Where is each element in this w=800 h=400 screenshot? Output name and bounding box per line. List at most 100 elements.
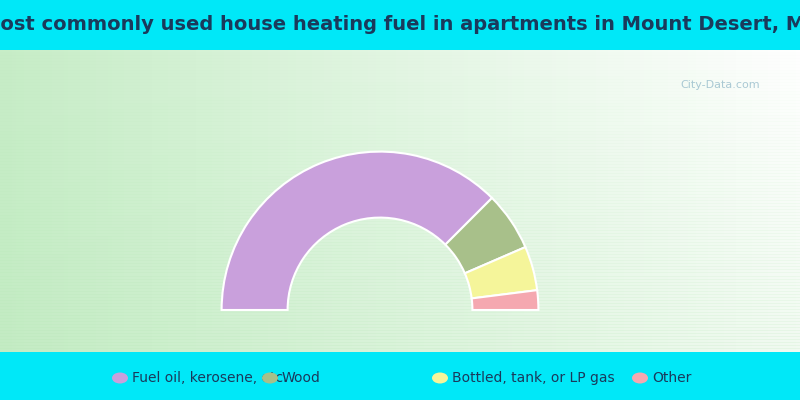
Text: City-Data.com: City-Data.com bbox=[680, 80, 760, 90]
Bar bbox=[728, 50, 733, 352]
Bar bbox=[740, 50, 745, 352]
Bar bbox=[448, 50, 453, 352]
Bar bbox=[0, 167, 800, 171]
Bar bbox=[0, 336, 800, 340]
Bar bbox=[280, 50, 285, 352]
Bar bbox=[732, 50, 737, 352]
Bar bbox=[288, 50, 293, 352]
Bar bbox=[256, 50, 261, 352]
Bar bbox=[404, 50, 409, 352]
Bar bbox=[344, 50, 349, 352]
Bar bbox=[424, 50, 429, 352]
Bar bbox=[0, 67, 800, 71]
Bar bbox=[716, 50, 721, 352]
Bar bbox=[360, 50, 365, 352]
Bar bbox=[204, 50, 209, 352]
Bar bbox=[0, 103, 800, 107]
Bar bbox=[140, 50, 145, 352]
Bar bbox=[276, 50, 281, 352]
Bar bbox=[0, 188, 800, 192]
Bar bbox=[0, 218, 800, 222]
Bar bbox=[688, 50, 693, 352]
Text: Fuel oil, kerosene, etc.: Fuel oil, kerosene, etc. bbox=[132, 371, 287, 385]
Bar bbox=[0, 300, 800, 304]
Bar bbox=[0, 342, 800, 346]
Bar bbox=[72, 50, 77, 352]
Bar bbox=[0, 236, 800, 240]
Bar bbox=[168, 50, 173, 352]
Bar bbox=[76, 50, 81, 352]
Bar bbox=[600, 50, 605, 352]
Bar bbox=[0, 266, 800, 270]
Bar bbox=[0, 239, 800, 243]
Bar bbox=[0, 146, 800, 150]
Bar bbox=[0, 224, 800, 228]
Bar bbox=[44, 50, 49, 352]
Wedge shape bbox=[472, 290, 538, 310]
Bar bbox=[712, 50, 717, 352]
Bar bbox=[172, 50, 177, 352]
Bar bbox=[0, 194, 800, 198]
Bar bbox=[0, 97, 800, 101]
Bar bbox=[236, 50, 241, 352]
Bar bbox=[296, 50, 301, 352]
Bar bbox=[0, 143, 800, 147]
Bar bbox=[208, 50, 213, 352]
Bar bbox=[752, 50, 757, 352]
Bar bbox=[0, 339, 800, 343]
Bar bbox=[0, 79, 800, 83]
Bar bbox=[504, 50, 509, 352]
Bar bbox=[340, 50, 345, 352]
Bar bbox=[540, 50, 545, 352]
Bar bbox=[112, 50, 117, 352]
Bar bbox=[184, 50, 189, 352]
Bar bbox=[0, 176, 800, 180]
Bar bbox=[96, 50, 101, 352]
Bar bbox=[440, 50, 445, 352]
Bar bbox=[0, 257, 800, 262]
Bar bbox=[240, 50, 245, 352]
Bar bbox=[0, 306, 800, 310]
Bar bbox=[588, 50, 593, 352]
Bar bbox=[0, 330, 800, 334]
Bar bbox=[0, 50, 5, 352]
Bar bbox=[244, 50, 249, 352]
Bar bbox=[0, 312, 800, 316]
Bar bbox=[0, 290, 800, 295]
Bar bbox=[452, 50, 457, 352]
Bar bbox=[368, 50, 373, 352]
Bar bbox=[0, 242, 800, 246]
Bar bbox=[0, 206, 800, 210]
Wedge shape bbox=[222, 152, 492, 310]
Bar bbox=[0, 254, 800, 258]
Ellipse shape bbox=[432, 372, 448, 384]
Bar bbox=[516, 50, 521, 352]
Bar bbox=[120, 50, 125, 352]
Bar bbox=[392, 50, 397, 352]
Bar bbox=[756, 50, 761, 352]
Bar bbox=[676, 50, 681, 352]
Bar bbox=[0, 185, 800, 189]
Bar bbox=[232, 50, 237, 352]
Bar bbox=[108, 50, 113, 352]
Bar bbox=[40, 50, 45, 352]
Bar bbox=[584, 50, 589, 352]
Bar bbox=[576, 50, 581, 352]
Bar bbox=[768, 50, 773, 352]
Bar bbox=[512, 50, 517, 352]
Bar bbox=[132, 50, 137, 352]
Bar bbox=[0, 49, 800, 53]
Bar bbox=[0, 227, 800, 231]
Bar bbox=[0, 82, 800, 86]
Bar bbox=[32, 50, 37, 352]
Bar bbox=[212, 50, 217, 352]
Bar bbox=[136, 50, 141, 352]
Bar bbox=[580, 50, 585, 352]
Bar bbox=[0, 116, 800, 120]
Bar bbox=[508, 50, 513, 352]
Bar bbox=[420, 50, 425, 352]
Wedge shape bbox=[465, 247, 537, 298]
Bar bbox=[760, 50, 765, 352]
Bar bbox=[348, 50, 353, 352]
Bar bbox=[0, 264, 800, 268]
